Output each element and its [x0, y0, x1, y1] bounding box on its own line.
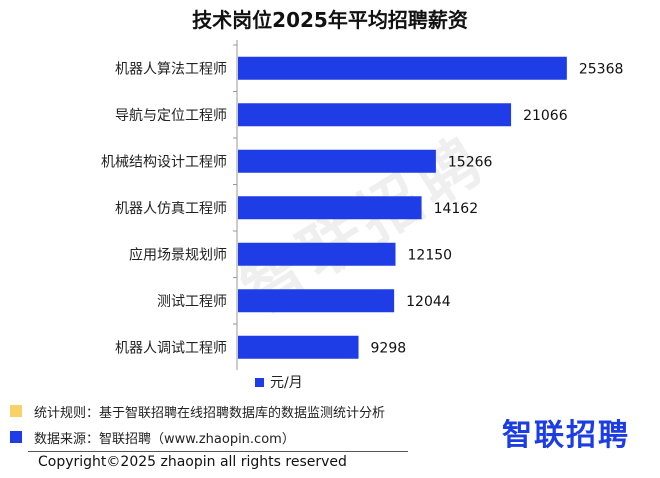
- category-label: 应用场景规划师: [129, 246, 227, 263]
- legend: 元/月: [255, 372, 303, 392]
- bar: [238, 56, 567, 80]
- category-label: 机器人调试工程师: [115, 340, 227, 356]
- legend-label: 元/月: [270, 375, 303, 391]
- note-rule-marker: [10, 405, 22, 417]
- bar: [238, 196, 422, 220]
- note-source-text: 数据来源：智联招聘（www.zhaopin.com）: [34, 431, 295, 447]
- bar: [238, 335, 359, 359]
- category-label: 机械结构设计工程师: [101, 154, 227, 170]
- note-rule: 统计规则：基于智联招聘在线招聘数据库的数据监测统计分析: [10, 398, 385, 424]
- value-label: 15266: [448, 154, 493, 170]
- note-source: 数据来源：智联招聘（www.zhaopin.com）: [10, 424, 385, 450]
- legend-swatch: [255, 377, 264, 387]
- category-label: 测试工程师: [157, 294, 227, 310]
- value-label: 12044: [406, 294, 451, 310]
- bar-chart: 机器人算法工程师 25368 导航与定位工程师 21066 机械结构设计工程师 15266…: [101, 40, 624, 370]
- note-rule-text: 统计规则：基于智联招聘在线招聘数据库的数据监测统计分析: [34, 405, 386, 421]
- category-label: 机器人仿真工程师: [115, 201, 227, 217]
- value-label: 25368: [579, 61, 624, 77]
- footer-divider: [28, 451, 408, 452]
- category-label: 导航与定位工程师: [115, 108, 227, 124]
- notes: 统计规则：基于智联招聘在线招聘数据库的数据监测统计分析 数据来源：智联招聘（ww…: [10, 398, 385, 450]
- value-label: 21066: [523, 108, 568, 124]
- category-label: 机器人算法工程师: [115, 61, 227, 77]
- value-label: 14162: [434, 201, 479, 217]
- value-label: 12150: [408, 247, 453, 263]
- note-source-marker: [10, 431, 22, 443]
- chart-title: 技术岗位2025年平均招聘薪资: [192, 8, 468, 32]
- bar: [238, 242, 396, 266]
- bar: [238, 149, 436, 173]
- bar: [238, 103, 512, 127]
- copyright-text: Copyright©2025 zhaopin all rights reserv…: [38, 454, 347, 470]
- brand-logo: 智联招聘: [502, 418, 630, 453]
- bar: [238, 289, 395, 313]
- value-label: 9298: [371, 340, 407, 356]
